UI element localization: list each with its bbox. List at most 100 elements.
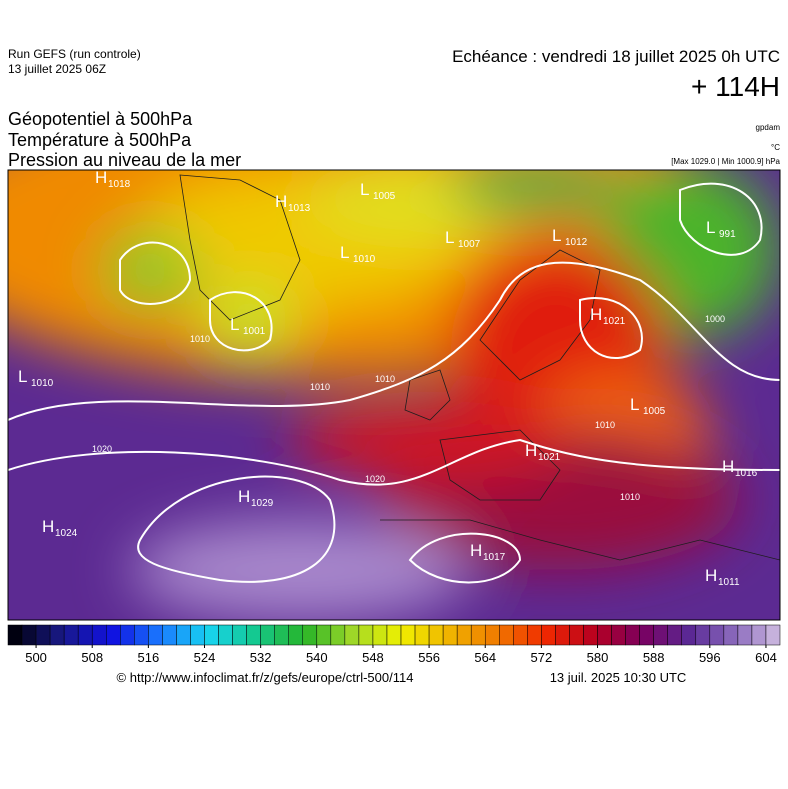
center-value: 1017 <box>483 552 506 563</box>
colorbar-segment <box>484 624 500 646</box>
colorbar-segment <box>555 624 570 646</box>
unit-hpa: [Max 1029.0 | Min 1000.9] hPa <box>671 157 780 166</box>
colorbar-segment <box>513 624 528 646</box>
source-url: © http://www.infoclimat.fr/z/gefs/europe… <box>117 670 414 685</box>
colorbar-segment <box>288 624 304 646</box>
isobar-label: 1010 <box>375 374 395 384</box>
colorbar-tick-label: 556 <box>418 650 440 665</box>
colorbar-tick-label: 508 <box>81 650 103 665</box>
colorbar-segment <box>7 624 23 646</box>
colorbar-tick-label: 548 <box>362 650 384 665</box>
colorbar-segment <box>176 624 191 646</box>
center-value: 1029 <box>251 498 274 509</box>
colorbar-segment <box>386 624 402 646</box>
center-value: 1016 <box>735 468 758 479</box>
colorbar-segment <box>204 624 219 646</box>
colorbar-segment <box>569 624 584 646</box>
center-value: 1013 <box>288 203 311 214</box>
isobar-label: 1010 <box>310 382 330 392</box>
lead-time: + 114H <box>691 71 780 102</box>
colorbar-segment <box>232 624 247 646</box>
valid-time: Echéance : vendredi 18 juillet 2025 0h U… <box>452 47 780 66</box>
colorbar-segment <box>330 624 346 646</box>
isobar-label: 1000 <box>705 314 725 324</box>
colorbar-segment <box>148 624 163 646</box>
colorbar-segment <box>428 624 444 646</box>
isobar-label: 1010 <box>595 420 615 430</box>
colorbar: 500 508 516 524 532 540 548 556 564 572 580 588 596 6… <box>7 624 781 665</box>
center-kind: L <box>445 228 454 247</box>
colorbar-segment <box>625 624 640 646</box>
title-pressure: Pression au niveau de la mer <box>8 150 241 170</box>
center-value: 1005 <box>643 406 666 417</box>
colorbar-segment <box>106 624 121 646</box>
center-value: 1021 <box>603 316 626 327</box>
isobar-label: 1020 <box>92 444 112 454</box>
colorbar-segment <box>316 624 332 646</box>
colorbar-segment <box>737 624 753 646</box>
center-value: 1018 <box>108 179 131 190</box>
colorbar-segment <box>260 624 275 646</box>
center-kind: H <box>722 457 734 476</box>
colorbar-segment <box>91 624 107 646</box>
colorbar-segment <box>695 624 711 646</box>
center-kind: L <box>340 243 349 262</box>
colorbar-segment <box>400 624 416 646</box>
colorbar-segment <box>344 624 360 646</box>
colorbar-segment <box>681 624 697 646</box>
center-value: 991 <box>719 229 736 240</box>
colorbar-segment <box>134 624 149 646</box>
center-value: 1010 <box>353 254 376 265</box>
colorbar-segment <box>162 624 177 646</box>
center-kind: H <box>275 192 287 211</box>
colorbar-segment <box>372 624 388 646</box>
colorbar-segment <box>218 624 233 646</box>
colorbar-segment <box>541 624 556 646</box>
colorbar-segment <box>274 624 289 646</box>
field <box>8 170 780 620</box>
center-kind: H <box>705 566 717 585</box>
center-kind: L <box>552 226 561 245</box>
isobar-label: 1010 <box>620 492 640 502</box>
unit-celsius: °C <box>771 143 780 152</box>
isobars <box>8 182 780 584</box>
center-kind: L <box>630 395 639 414</box>
colorbar-tick-label: 604 <box>755 650 777 665</box>
colorbar-segment <box>709 624 725 646</box>
center-kind: H <box>525 441 537 460</box>
colorbar-segment <box>442 624 458 646</box>
colorbar-segment <box>414 624 430 646</box>
colorbar-tick-label: 580 <box>587 650 609 665</box>
colorbar-tick-label: 564 <box>474 650 496 665</box>
center-kind: H <box>42 517 54 536</box>
center-kind: L <box>18 367 27 386</box>
colorbar-segment <box>190 624 205 646</box>
colorbar-segment <box>21 624 37 646</box>
colorbar-tick-label: 588 <box>643 650 665 665</box>
run-label: Run GEFS (run controle) <box>8 47 141 61</box>
center-kind: H <box>470 541 482 560</box>
colorbar-tick-label: 596 <box>699 650 721 665</box>
colorbar-tick-label: 572 <box>531 650 553 665</box>
colorbar-segment <box>456 624 472 646</box>
colorbar-segment <box>527 624 542 646</box>
colorbar-segment <box>63 624 79 646</box>
colorbar-segment <box>499 624 514 646</box>
center-value: 1007 <box>458 239 481 250</box>
isobar-label: 1010 <box>190 334 210 344</box>
colorbar-segment <box>639 624 654 646</box>
isobar-label: 1020 <box>365 474 385 484</box>
colorbar-segment <box>653 624 668 646</box>
run-date: 13 juillet 2025 06Z <box>8 62 106 76</box>
map-frame <box>7 169 781 621</box>
colorbar-segment <box>120 624 135 646</box>
center-value: 1021 <box>538 452 561 463</box>
center-value: 1010 <box>31 378 54 389</box>
colorbar-segment <box>77 624 93 646</box>
center-kind: L <box>230 315 239 334</box>
colorbar-tick-label: 532 <box>250 650 272 665</box>
center-value: 1024 <box>55 528 78 539</box>
